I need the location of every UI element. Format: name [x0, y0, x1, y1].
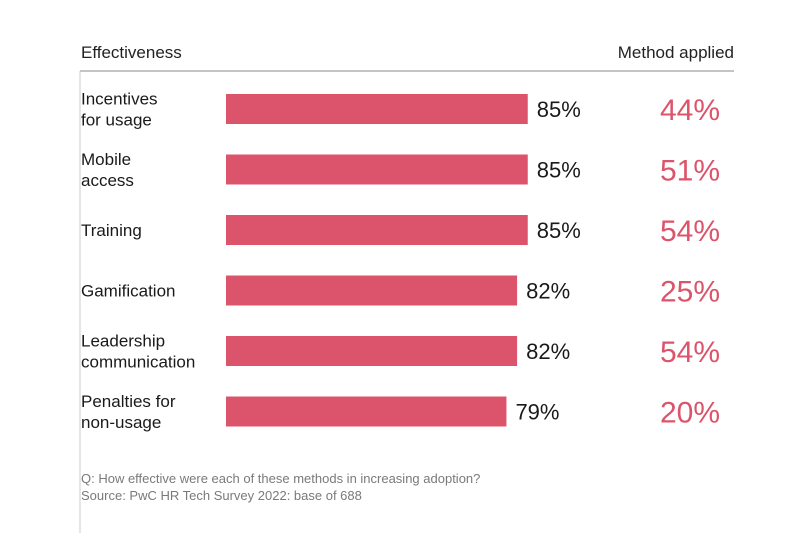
category-label: Mobile	[81, 150, 131, 169]
category-label: communication	[81, 353, 195, 372]
effectiveness-value-label: 79%	[515, 400, 559, 425]
category-label: Incentives	[81, 90, 158, 109]
method-applied-value-label: 54%	[660, 336, 720, 369]
effectiveness-value-label: 85%	[537, 97, 581, 122]
effectiveness-bar	[226, 275, 518, 306]
effectiveness-value-label: 82%	[526, 339, 570, 364]
effectiveness-value-label: 85%	[537, 158, 581, 183]
effectiveness-bar	[226, 154, 528, 185]
effectiveness-value-label: 82%	[526, 279, 570, 304]
category-label: Gamification	[81, 282, 175, 301]
method-applied-value-label: 25%	[660, 276, 720, 309]
category-label: Training	[81, 221, 142, 240]
effectiveness-bar	[226, 336, 518, 366]
method-applied-value-label: 51%	[660, 155, 720, 188]
effectiveness-bar	[226, 215, 528, 245]
category-label: access	[81, 171, 134, 190]
method-applied-header: Method applied	[617, 43, 734, 62]
effectiveness-header: Effectiveness	[81, 43, 182, 62]
method-applied-value-label: 54%	[660, 215, 720, 248]
method-applied-value-label: 20%	[660, 397, 720, 430]
effectiveness-bar	[226, 396, 507, 427]
effectiveness-value-label: 85%	[537, 218, 581, 243]
effectiveness-bar	[226, 94, 528, 124]
bar-rows: Incentives for usage 85% 44% Mobile access 85%…	[81, 90, 720, 433]
method-applied-value-label: 44%	[660, 94, 720, 127]
category-label: Leadership	[81, 332, 165, 351]
footnote-source: Source: PwC HR Tech Survey 2022: base of…	[81, 488, 362, 503]
footnote-question: Q: How effective were each of these meth…	[81, 471, 481, 486]
category-label: Penalties for	[81, 392, 176, 411]
category-label: for usage	[81, 111, 152, 130]
category-label: non-usage	[81, 413, 161, 432]
